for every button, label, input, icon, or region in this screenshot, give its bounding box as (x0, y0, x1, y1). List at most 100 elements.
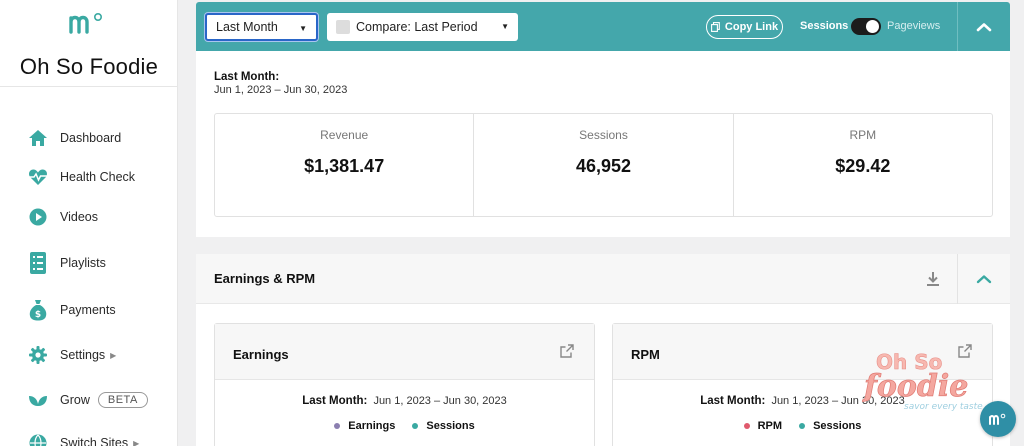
legend-dot-sessions (412, 422, 419, 429)
summary-card: Last Month: Jun 1, 2023 – Jun 30, 2023 R… (196, 51, 1010, 237)
help-chat-button[interactable] (980, 401, 1016, 437)
legend-item-rpm[interactable]: RPM (757, 420, 783, 432)
period-label: Last Month: (214, 71, 280, 83)
toggle-knob (866, 20, 879, 33)
caret-right-icon: ▶ (133, 438, 140, 446)
panel-title: RPM (631, 347, 660, 362)
heartbeat-icon (28, 167, 48, 187)
sessions-pageviews-toggle[interactable] (851, 18, 881, 35)
metric-label: RPM (849, 128, 877, 142)
sidebar-item-settings[interactable]: Settings ▶ (28, 343, 116, 367)
sidebar-item-dashboard[interactable]: Dashboard (28, 126, 121, 150)
legend-dot-rpm (743, 422, 750, 429)
panel-period-label: Last Month: (700, 395, 766, 407)
metric-label: Sessions (579, 128, 628, 142)
filter-bar-divider (957, 2, 958, 51)
panel-period: Last Month: Jun 1, 2023 – Jun 30, 2023 (613, 395, 992, 407)
copy-link-label: Copy Link (724, 21, 779, 33)
toggle-label-pageviews: Pageviews (887, 20, 941, 32)
metrics-row: Revenue $1,381.47 Sessions 46,952 RPM $2… (214, 113, 993, 217)
metric-sessions: Sessions 46,952 (473, 114, 732, 216)
panel-header: Earnings (215, 324, 594, 380)
sidebar-item-payments[interactable]: $ Payments (28, 298, 116, 322)
panel-period: Last Month: Jun 1, 2023 – Jun 30, 2023 (215, 395, 594, 407)
collapse-section-button[interactable] (958, 254, 1010, 304)
metric-revenue: Revenue $1,381.47 (215, 114, 473, 216)
sidebar-item-label: Health Check (60, 170, 136, 184)
period-range: Jun 1, 2023 – Jun 30, 2023 (214, 84, 348, 96)
compare-select[interactable]: Compare: Last Period ▼ (327, 13, 518, 41)
compare-value: Compare: Last Period (356, 20, 478, 34)
earnings-rpm-body: Earnings Last Month: Jun 1, 2023 – Jun 3… (196, 304, 1010, 446)
mediavine-logo-icon (989, 413, 1006, 425)
svg-text:foodie: foodie (862, 369, 968, 404)
dropdown-arrow-icon: ▼ (299, 24, 307, 33)
copy-icon (710, 22, 720, 32)
legend-item-sessions[interactable]: Sessions (813, 420, 862, 432)
chart-legend: RPM Sessions (613, 420, 992, 432)
earnings-rpm-header: Earnings & RPM (196, 254, 1010, 304)
site-name: Oh So Foodie (19, 54, 159, 79)
legend-dot-earnings (334, 422, 341, 429)
legend-item-earnings[interactable]: Earnings (348, 420, 396, 432)
leaf-icon (28, 390, 48, 410)
sidebar-item-grow[interactable]: Grow BETA (28, 388, 148, 412)
chevron-up-icon (976, 275, 992, 284)
globe-icon (28, 433, 48, 446)
chart-legend: Earnings Sessions (215, 420, 594, 432)
sidebar-item-label: Playlists (60, 256, 106, 270)
beta-badge: BETA (97, 392, 148, 408)
sidebar-item-videos[interactable]: Videos (28, 205, 98, 229)
sidebar: Oh So Foodie Dashboard Health Check Vide… (0, 0, 178, 446)
date-range-value: Last Month (216, 20, 278, 34)
gear-icon (28, 345, 48, 365)
sidebar-divider (0, 86, 178, 87)
legend-item-sessions[interactable]: Sessions (426, 420, 475, 432)
sidebar-item-switch-sites[interactable]: Switch Sites ▶ (28, 431, 139, 446)
mediavine-logo-icon[interactable] (68, 10, 108, 36)
panel-period-range: Jun 1, 2023 – Jun 30, 2023 (373, 395, 507, 407)
download-icon[interactable] (923, 269, 943, 289)
date-range-select[interactable]: Last Month ▼ (205, 13, 318, 41)
section-title: Earnings & RPM (214, 271, 316, 286)
home-icon (28, 128, 48, 148)
metric-label: Revenue (320, 128, 369, 142)
sidebar-item-label: Switch Sites (60, 436, 129, 446)
metric-rpm: RPM $29.42 (732, 114, 992, 216)
svg-text:$: $ (35, 310, 41, 320)
panel-period-range: Jun 1, 2023 – Jun 30, 2023 (771, 395, 905, 407)
rpm-panel: RPM Last Month: Jun 1, 2023 – Jun 30, 20… (612, 323, 993, 446)
filter-bar: Last Month ▼ Compare: Last Period ▼ Copy… (196, 2, 1010, 51)
chevron-up-icon (976, 22, 992, 31)
section-header-divider (957, 254, 958, 304)
oh-so-foodie-watermark: Oh So foodie savor every taste (862, 350, 983, 412)
collapse-filters-button[interactable] (958, 2, 1010, 51)
external-link-icon[interactable] (958, 344, 972, 358)
external-link-icon[interactable] (560, 344, 574, 358)
svg-text:savor every taste: savor every taste (904, 402, 983, 412)
panel-title: Earnings (233, 347, 289, 362)
sidebar-item-health-check[interactable]: Health Check (28, 165, 135, 189)
metric-value: 46,952 (575, 156, 632, 176)
legend-dot-sessions (799, 422, 806, 429)
sidebar-item-label: Videos (60, 210, 98, 224)
toggle-label-sessions: Sessions (800, 20, 849, 32)
dropdown-arrow-icon: ▼ (501, 22, 509, 31)
metric-value: $29.42 (835, 156, 891, 176)
caret-right-icon: ▶ (110, 350, 117, 360)
money-bag-icon: $ (28, 300, 48, 321)
sidebar-item-playlists[interactable]: Playlists (28, 251, 106, 275)
play-icon (28, 207, 48, 227)
sidebar-item-label: Grow (60, 393, 90, 407)
compare-checkbox[interactable] (336, 20, 350, 34)
sidebar-item-label: Dashboard (60, 131, 122, 145)
svg-text:Oh So: Oh So (876, 350, 942, 374)
metric-value: $1,381.47 (304, 156, 385, 176)
sidebar-item-label: Settings (60, 348, 106, 362)
earnings-panel: Earnings Last Month: Jun 1, 2023 – Jun 3… (214, 323, 595, 446)
panel-header: RPM (613, 324, 992, 380)
list-icon (28, 252, 48, 274)
copy-link-button[interactable]: Copy Link (706, 15, 783, 39)
sidebar-item-label: Payments (60, 303, 116, 317)
panel-period-label: Last Month: (302, 395, 368, 407)
